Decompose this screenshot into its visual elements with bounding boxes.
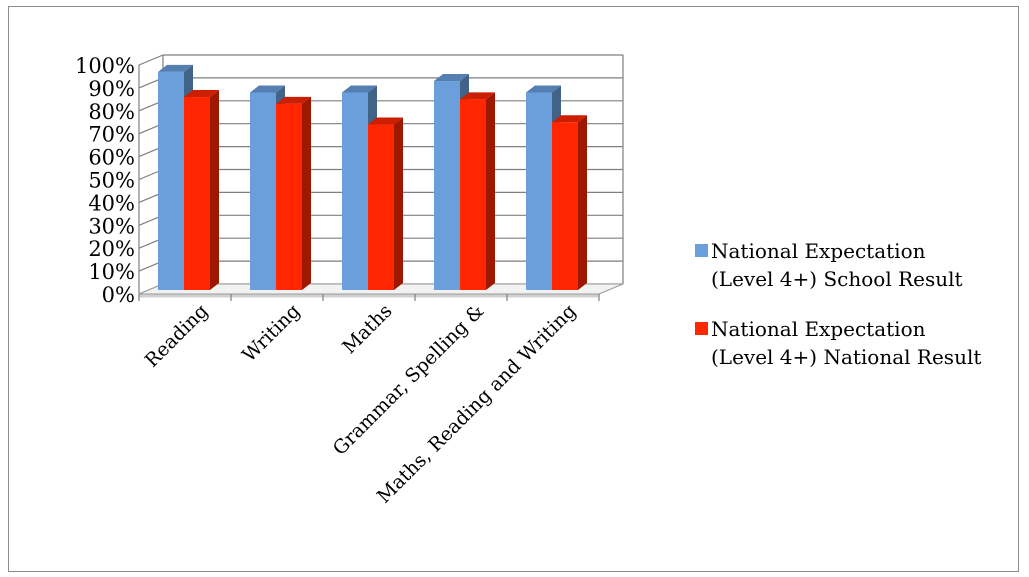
bar-side-1-1 [302, 96, 311, 291]
bar-top-0-2 [342, 85, 377, 93]
x-category-label-4: Maths, Reading and Writing [373, 300, 581, 508]
bar-top-0-3 [434, 74, 469, 82]
bar-0-0 [158, 71, 184, 291]
bar-side-1-3 [486, 92, 495, 290]
legend-entry-school: National Expectation (Level 4+) School R… [695, 237, 1025, 293]
y-tick-label-3: 30% [88, 214, 135, 238]
legend-label-national-line1: National Expectation [711, 317, 926, 341]
y-tick-label-0: 0% [102, 283, 135, 307]
legend-label-school-line1: National Expectation [711, 239, 926, 263]
y-tick-label-7: 70% [88, 123, 135, 147]
bar-top-1-2 [368, 117, 403, 125]
bar-1-0 [184, 97, 210, 290]
bar-chart: 0%10%20%30%40%50%60%70%80%90%100% Reading… [75, 54, 624, 508]
legend-swatch-school [695, 244, 708, 257]
y-tick-label-10: 100% [75, 54, 135, 78]
legend-label-school-line2: (Level 4+) School Result [711, 267, 963, 291]
bar-1-3 [460, 99, 486, 290]
chart-frame: 0% 10% 20% 30% 40% 50% 60% 70% 80% 90% 100% Reading… [8, 6, 1019, 572]
bar-1-1 [276, 103, 302, 291]
legend-label-national-line2: (Level 4+) National Result [711, 345, 982, 369]
y-tick-label-2: 20% [88, 237, 135, 261]
x-category-label-3: Grammar, Spelling & [329, 300, 489, 460]
y-tick-label-4: 40% [88, 191, 135, 215]
bar-top-1-3 [460, 92, 495, 100]
y-tick-label-1: 10% [88, 260, 135, 284]
x-category-label-2: Maths [338, 300, 396, 358]
bar-0-1 [250, 92, 276, 290]
y-tick-label-5: 50% [88, 169, 135, 193]
legend-entry-national: National Expectation (Level 4+) National… [695, 315, 1025, 371]
bar-0-2 [342, 92, 368, 290]
bar-1-4 [552, 122, 578, 290]
legend: National Expectation (Level 4+) School R… [695, 237, 1025, 393]
bar-top-0-0 [158, 64, 193, 72]
bar-top-1-1 [276, 96, 311, 104]
bar-side-1-4 [578, 115, 587, 290]
x-category-label-1: Writing [238, 300, 304, 366]
bar-side-1-2 [394, 117, 403, 290]
bar-0-4 [526, 92, 552, 290]
legend-swatch-national [695, 322, 708, 335]
bar-top-1-4 [552, 115, 587, 123]
x-category-label-0: Reading [141, 300, 213, 372]
y-tick-label-9: 90% [88, 77, 135, 101]
bar-1-2 [368, 124, 394, 290]
bar-top-1-0 [184, 90, 219, 98]
bar-side-1-0 [210, 90, 219, 290]
bar-top-0-1 [250, 85, 285, 93]
y-tick-label-6: 60% [88, 146, 135, 170]
bar-top-0-4 [526, 85, 561, 93]
bar-0-3 [434, 81, 460, 290]
y-tick-label-8: 80% [88, 100, 135, 124]
wall-gridline-10 [138, 54, 164, 66]
